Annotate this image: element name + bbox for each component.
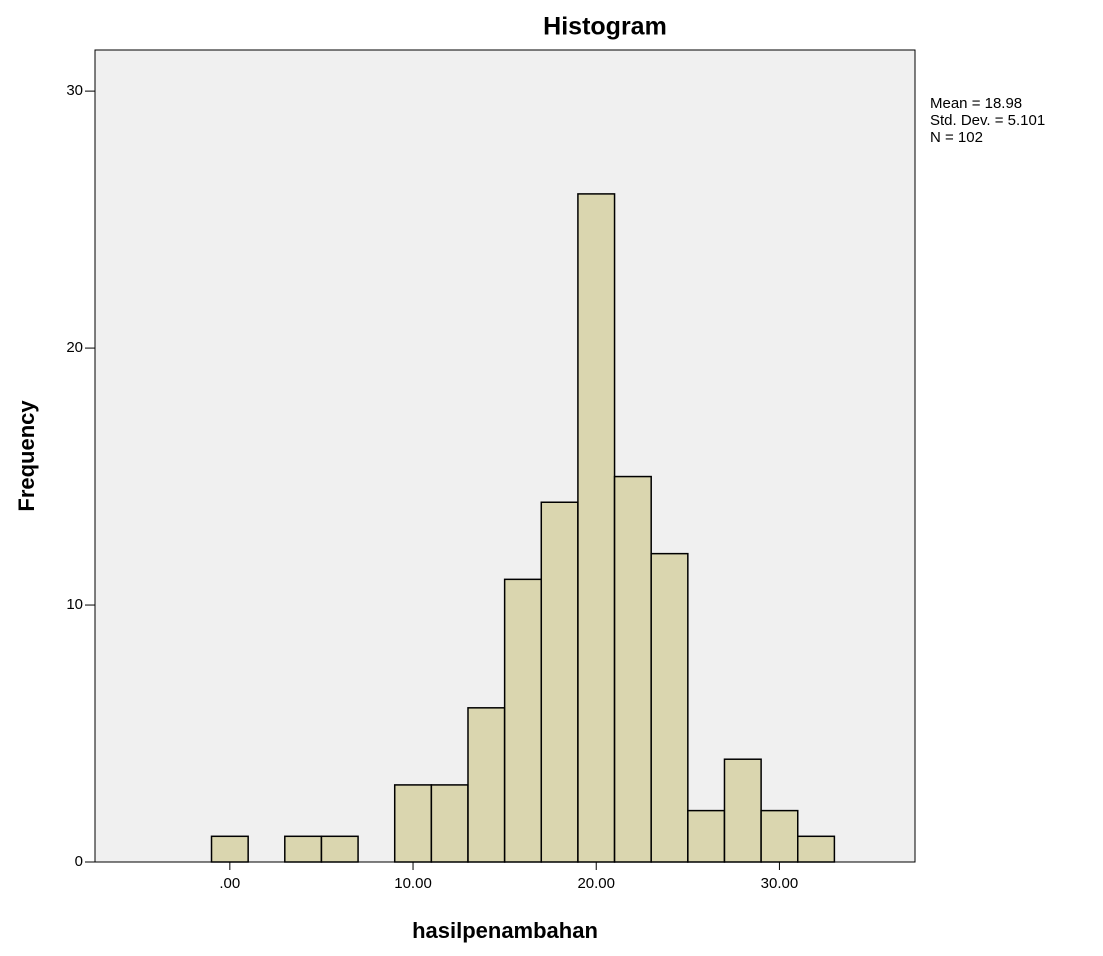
bar <box>212 836 249 862</box>
y-tick-label: 0 <box>75 853 83 870</box>
bar <box>321 836 358 862</box>
bar <box>431 785 468 862</box>
y-axis-label: Frequency <box>14 400 39 512</box>
bar <box>688 811 725 862</box>
chart-title: Histogram <box>543 13 667 41</box>
stats-annotation: Std. Dev. = 5.101 <box>930 112 1045 129</box>
x-tick-label: .00 <box>219 875 240 892</box>
bar <box>578 194 615 862</box>
stats-annotation: N = 102 <box>930 129 983 146</box>
bar <box>468 708 505 862</box>
bar <box>505 579 542 862</box>
chart: Histogram hasilpenambahan Frequency 0 10 2… <box>0 0 1103 956</box>
bar <box>615 477 652 862</box>
bar <box>285 836 322 862</box>
y-tick-label: 10 <box>66 596 83 613</box>
stats-annotation: Mean = 18.98 <box>930 95 1022 112</box>
bar <box>724 759 761 862</box>
x-tick-label: 20.00 <box>577 875 615 892</box>
bar <box>798 836 835 862</box>
x-tick-label: 30.00 <box>761 875 799 892</box>
x-tick-label: 10.00 <box>394 875 432 892</box>
bar <box>651 554 688 862</box>
bar <box>541 502 578 862</box>
x-axis-label: hasilpenambahan <box>412 918 598 943</box>
y-tick-label: 30 <box>66 82 83 99</box>
y-tick-label: 20 <box>66 339 83 356</box>
bar <box>761 811 798 862</box>
bar <box>395 785 432 862</box>
